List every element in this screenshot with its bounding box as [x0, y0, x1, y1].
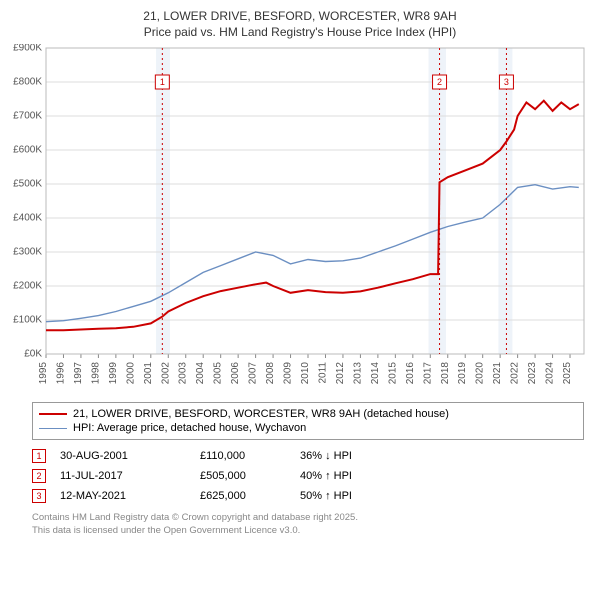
- legend-row-price: 21, LOWER DRIVE, BESFORD, WORCESTER, WR8…: [39, 407, 577, 421]
- svg-text:2002: 2002: [160, 362, 171, 385]
- svg-text:1999: 1999: [108, 362, 119, 385]
- svg-text:1995: 1995: [38, 362, 49, 385]
- sale-marker: 1: [32, 449, 46, 463]
- footnote-line1: Contains HM Land Registry data © Crown c…: [32, 512, 584, 524]
- svg-text:£200K: £200K: [13, 281, 42, 292]
- svg-text:2024: 2024: [545, 362, 556, 385]
- svg-text:2025: 2025: [562, 362, 573, 385]
- sale-date: 12-MAY-2021: [60, 490, 200, 502]
- sale-row: 2 11-JUL-2017£505,00040% ↑ HPI: [32, 466, 584, 486]
- svg-text:1997: 1997: [73, 362, 84, 385]
- footnote: Contains HM Land Registry data © Crown c…: [32, 512, 584, 537]
- svg-text:2004: 2004: [195, 362, 206, 385]
- svg-text:2000: 2000: [125, 362, 136, 385]
- svg-text:1: 1: [160, 77, 165, 87]
- svg-text:2015: 2015: [387, 362, 398, 385]
- chart-container: 21, LOWER DRIVE, BESFORD, WORCESTER, WR8…: [0, 0, 600, 590]
- svg-text:1996: 1996: [55, 362, 66, 385]
- svg-text:2014: 2014: [370, 362, 381, 385]
- sale-marker: 2: [32, 469, 46, 483]
- sale-row: 1 30-AUG-2001£110,00036% ↓ HPI: [32, 446, 584, 466]
- title-subtitle: Price paid vs. HM Land Registry's House …: [8, 24, 592, 40]
- legend-row-hpi: HPI: Average price, detached house, Wych…: [39, 421, 577, 435]
- sale-date: 11-JUL-2017: [60, 470, 200, 482]
- svg-text:£300K: £300K: [13, 247, 42, 258]
- title-address: 21, LOWER DRIVE, BESFORD, WORCESTER, WR8…: [8, 8, 592, 24]
- svg-text:2008: 2008: [265, 362, 276, 385]
- legend-label-hpi: HPI: Average price, detached house, Wych…: [73, 422, 306, 434]
- sale-marker: 3: [32, 489, 46, 503]
- svg-text:2009: 2009: [283, 362, 294, 385]
- svg-text:£100K: £100K: [13, 315, 42, 326]
- svg-text:£500K: £500K: [13, 179, 42, 190]
- sales-table: 1 30-AUG-2001£110,00036% ↓ HPI 2 11-JUL-201…: [32, 446, 584, 506]
- sale-price: £505,000: [200, 470, 300, 482]
- svg-text:2016: 2016: [405, 362, 416, 385]
- sale-price: £625,000: [200, 490, 300, 502]
- legend-label-price: 21, LOWER DRIVE, BESFORD, WORCESTER, WR8…: [73, 408, 449, 420]
- legend: 21, LOWER DRIVE, BESFORD, WORCESTER, WR8…: [32, 402, 584, 440]
- sale-row: 3 12-MAY-2021£625,00050% ↑ HPI: [32, 486, 584, 506]
- svg-text:2017: 2017: [422, 362, 433, 385]
- svg-text:2023: 2023: [527, 362, 538, 385]
- svg-text:£800K: £800K: [13, 77, 42, 88]
- sale-delta: 36% ↓ HPI: [300, 450, 410, 462]
- svg-text:2013: 2013: [352, 362, 363, 385]
- svg-text:2021: 2021: [492, 362, 503, 385]
- svg-text:£700K: £700K: [13, 111, 42, 122]
- sale-price: £110,000: [200, 450, 300, 462]
- legend-swatch-hpi: [39, 428, 67, 429]
- title-block: 21, LOWER DRIVE, BESFORD, WORCESTER, WR8…: [8, 8, 592, 40]
- svg-text:2020: 2020: [475, 362, 486, 385]
- sale-delta: 40% ↑ HPI: [300, 470, 410, 482]
- svg-text:3: 3: [504, 77, 509, 87]
- svg-text:2010: 2010: [300, 362, 311, 385]
- svg-text:2: 2: [437, 77, 442, 87]
- sale-delta: 50% ↑ HPI: [300, 490, 410, 502]
- svg-text:2012: 2012: [335, 362, 346, 385]
- svg-text:£0K: £0K: [24, 349, 42, 360]
- svg-text:£600K: £600K: [13, 145, 42, 156]
- svg-text:1998: 1998: [90, 362, 101, 385]
- svg-text:2011: 2011: [317, 362, 328, 384]
- svg-text:£400K: £400K: [13, 213, 42, 224]
- svg-text:2001: 2001: [143, 362, 154, 385]
- svg-text:2003: 2003: [178, 362, 189, 385]
- line-chart: £0K £100K £200K £300K £400K £500K £600K £700K £8…: [8, 44, 592, 396]
- svg-text:2019: 2019: [457, 362, 468, 385]
- svg-text:2007: 2007: [248, 362, 259, 385]
- svg-text:2018: 2018: [440, 362, 451, 385]
- footnote-line2: This data is licensed under the Open Gov…: [32, 525, 584, 537]
- svg-text:2006: 2006: [230, 362, 241, 385]
- svg-text:2005: 2005: [213, 362, 224, 385]
- svg-text:£900K: £900K: [13, 44, 42, 54]
- sale-date: 30-AUG-2001: [60, 450, 200, 462]
- chart-area: £0K £100K £200K £300K £400K £500K £600K £700K £8…: [8, 44, 592, 396]
- legend-swatch-price: [39, 413, 67, 415]
- svg-text:2022: 2022: [510, 362, 521, 385]
